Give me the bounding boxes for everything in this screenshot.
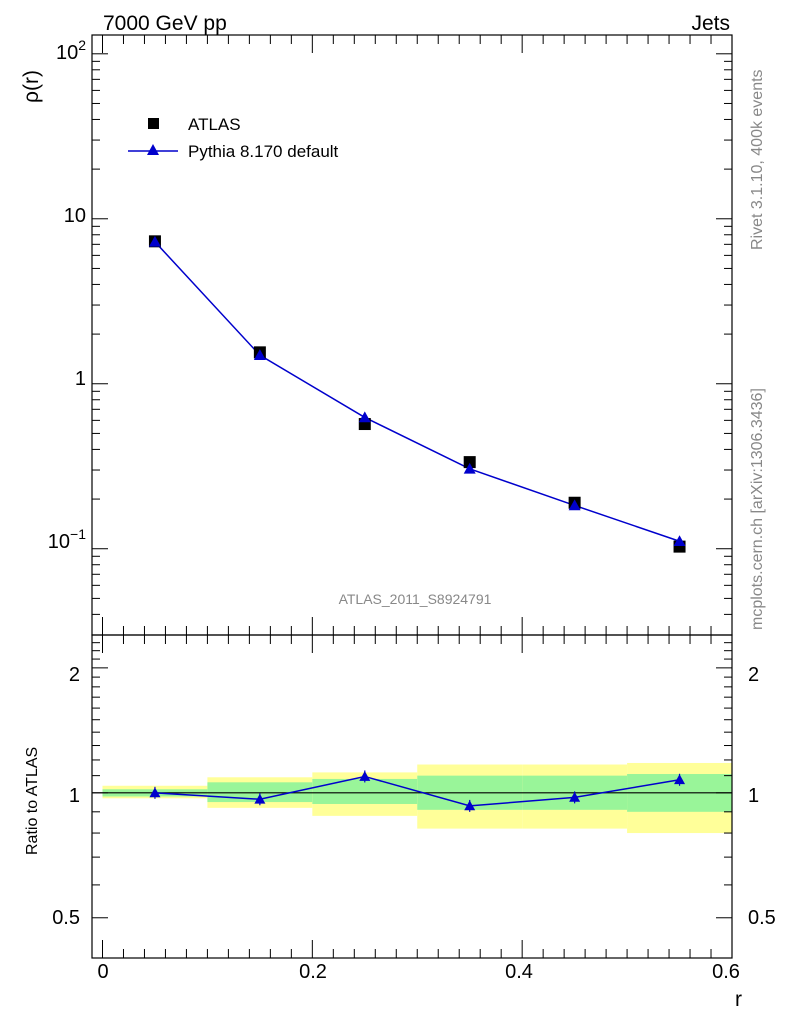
main-data-marks bbox=[148, 235, 686, 553]
x-tick-label-3: 0.6 bbox=[712, 961, 740, 983]
ratio-y-tick-label-right-1: 1 bbox=[748, 785, 759, 807]
data-point-3 bbox=[463, 456, 476, 469]
ratio-point-1 bbox=[254, 793, 266, 804]
x-tick-label-2: 0.4 bbox=[505, 961, 533, 983]
mc-point-5 bbox=[673, 535, 686, 547]
legend: ATLAS Pythia 8.170 default bbox=[128, 115, 339, 161]
mc-point-1 bbox=[253, 349, 266, 360]
y-tick-label-10: 10 bbox=[64, 205, 86, 227]
ratio-x-ticks bbox=[101, 635, 733, 958]
ratio-point-2 bbox=[359, 770, 371, 781]
ratio-y-ticks bbox=[92, 642, 732, 959]
ratio-y-tick-label-left-1: 1 bbox=[69, 785, 80, 807]
main-y-tick-labels: 10−1 1 10 102 bbox=[48, 37, 86, 553]
mc-series-line bbox=[154, 241, 680, 542]
mcplots-label: mcplots.cern.ch [arXiv:1306.3436] bbox=[749, 388, 766, 630]
ratio-frame bbox=[91, 634, 733, 959]
ratio-point-3 bbox=[464, 800, 476, 811]
y-tick-label-100: 102 bbox=[56, 37, 86, 64]
main-panel: 10−1 1 10 102 ρ(r) ATLAS_2011_S8924791 A… bbox=[20, 34, 733, 636]
ratio-point-4 bbox=[569, 791, 581, 802]
band-inner-2 bbox=[312, 778, 418, 804]
right-title: Jets bbox=[691, 12, 730, 35]
x-axis-label: r bbox=[735, 988, 742, 1011]
main-y-axis-label: ρ(r) bbox=[20, 70, 43, 103]
ratio-y-tick-label-right-2: 2 bbox=[748, 664, 759, 686]
ratio-y-tick-label-right-0: 0.5 bbox=[748, 907, 776, 929]
y-tick-label-0.1: 10−1 bbox=[48, 526, 86, 553]
ratio-point-5 bbox=[674, 774, 686, 785]
ratio-uncertainty-bands bbox=[102, 762, 732, 834]
ratio-y-tick-labels: 0.5 1 2 0.5 1 2 bbox=[52, 664, 776, 929]
y-tick-label-1: 1 bbox=[75, 368, 86, 390]
x-tick-label-0: 0 bbox=[97, 961, 108, 983]
ratio-panel: 0.5 1 2 0.5 1 2 0 0.2 0.4 0.6 Ratio to A… bbox=[24, 634, 776, 1011]
legend-mc-marker bbox=[147, 144, 159, 155]
ratio-y-tick-label-left-0: 0.5 bbox=[52, 907, 80, 929]
mc-point-3 bbox=[463, 462, 476, 474]
ratio-series-line bbox=[154, 775, 680, 807]
rivet-label: Rivet 3.1.10, 400k events bbox=[749, 69, 766, 250]
left-title: 7000 GeV pp bbox=[103, 12, 227, 35]
main-x-ticks bbox=[101, 35, 733, 635]
main-y-ticks bbox=[92, 53, 732, 636]
mc-point-4 bbox=[568, 499, 581, 511]
analysis-watermark: ATLAS_2011_S8924791 bbox=[339, 591, 492, 607]
ratio-y-axis-label: Ratio to ATLAS bbox=[24, 747, 41, 855]
legend-data-marker bbox=[148, 118, 159, 129]
mc-point-2 bbox=[358, 411, 371, 423]
x-tick-labels: 0 0.2 0.4 0.6 bbox=[97, 961, 739, 983]
legend-mc-label: Pythia 8.170 default bbox=[188, 142, 339, 161]
ratio-data-marks bbox=[149, 770, 686, 812]
legend-data-label: ATLAS bbox=[188, 115, 241, 134]
x-tick-label-1: 0.2 bbox=[299, 961, 327, 983]
ratio-y-tick-label-left-2: 2 bbox=[69, 664, 80, 686]
ratio-point-0 bbox=[149, 787, 161, 798]
mc-point-0 bbox=[148, 235, 161, 247]
